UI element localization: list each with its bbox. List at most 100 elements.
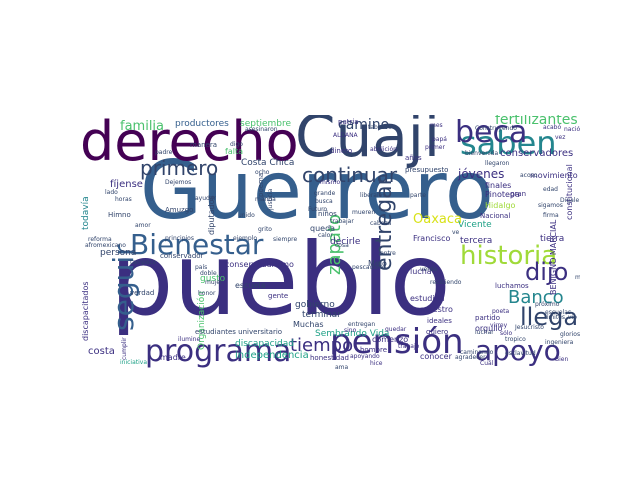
word-cloud: pueblo Guerrero derecho Cuaji saben beca… <box>80 115 580 371</box>
word-cuaji: Cuaji <box>295 115 441 170</box>
word-acoso: acoso <box>520 172 538 179</box>
word-esclavitud: esclavitud <box>505 350 536 357</box>
word-bienvenida: bienvenida <box>465 150 499 157</box>
word-ideales: ideales <box>427 317 452 325</box>
word-vio: vio <box>568 314 577 321</box>
word-manera: manera <box>190 141 218 149</box>
word-quiero: quiero <box>426 328 449 336</box>
word-papa: papá <box>432 136 447 143</box>
word-bien: Bien <box>555 356 569 363</box>
word-falta: falta <box>225 147 243 156</box>
word-beca: beca <box>455 115 528 150</box>
word-fertilizantes: fertilizantes <box>495 115 578 128</box>
word-futuro: Futuro <box>308 206 328 213</box>
word-patria: patria <box>338 118 359 126</box>
word-poeta: poeta <box>492 308 510 315</box>
word-camino: camino <box>338 117 390 133</box>
word-septiembre: septiembre <box>240 119 292 129</box>
word-proximo: próximo <box>535 301 560 308</box>
word-persona: persona <box>100 248 137 258</box>
word-tampoco: tampoco <box>130 259 157 266</box>
word-melo: Melo <box>368 259 387 268</box>
word-luchamos: luchamos <box>495 282 529 290</box>
word-estudiantes-universitario: estudiantes universitario <box>195 328 283 336</box>
word-virrey: virrey <box>490 322 508 329</box>
word-historia: historia <box>460 241 558 271</box>
word-todavia: todavía <box>81 196 91 230</box>
word-luchar: luchar <box>475 329 494 336</box>
word-acabo: acabó <box>543 124 562 131</box>
word-finales: finales <box>485 181 512 190</box>
word-pueblo: pueblo <box>110 221 451 338</box>
word-francisco: Francisco <box>413 234 451 243</box>
word-banco: Banco <box>508 287 564 308</box>
word-pinotepa: Pinotepa <box>485 190 520 199</box>
word-iniciativa: iniciativa <box>120 359 148 366</box>
word-cual: Cuál <box>480 360 494 367</box>
word-jovenes: jóvenes <box>458 167 505 181</box>
word-discapacidad: discapacidad <box>235 339 294 349</box>
word-grito: grito <box>258 226 272 233</box>
word-ingeniera: ingeniera <box>545 339 574 346</box>
word-derecho: derecho <box>80 115 299 173</box>
word-asesinaron: asesinaron <box>245 126 278 133</box>
word-movimiento: movimiento <box>530 171 578 180</box>
word-verde: verde <box>420 266 438 273</box>
word-pais: país <box>195 264 208 271</box>
word-apoyo: apoyo <box>475 334 561 367</box>
word-orgullo: orgullo <box>475 324 503 333</box>
word-entregan: entregan <box>348 321 376 328</box>
word-nacion: nación <box>564 126 580 133</box>
word-independencia: independencia <box>235 350 309 361</box>
word-apoyando: apoyando <box>350 353 380 360</box>
word-dijo: dijo <box>525 258 569 286</box>
word-horas: horas <box>115 196 132 203</box>
word-tierra: tierra <box>540 234 565 244</box>
word-maestro: maestro <box>420 305 453 314</box>
word-ve: ve <box>452 229 460 236</box>
word-justicia: justicia <box>267 188 274 210</box>
word-llegaron: llegaron <box>485 160 510 167</box>
word-queda: queda <box>310 224 336 233</box>
word-gobierno: gobierno <box>295 300 335 310</box>
word-lucha: lucha <box>410 267 432 276</box>
word-liberales: liberales <box>360 192 386 199</box>
word-ama: ama <box>335 364 349 371</box>
word-hice: hice <box>370 360 383 367</box>
word-decirle: decirle <box>330 237 361 247</box>
word-bienestar: Bienestar <box>130 228 264 261</box>
word-estudian: estudian <box>410 294 445 303</box>
word-honor: honor <box>198 290 216 297</box>
word-costa: costa <box>88 346 115 357</box>
word-dejemos: Dejemos <box>165 179 192 186</box>
word-cabeza: cabeza <box>370 220 392 227</box>
word-anos: años <box>405 154 422 162</box>
word-tiempo: tiempo <box>290 335 354 356</box>
word-glorioso: glorioso <box>560 331 580 338</box>
word-vez: vez <box>555 134 566 141</box>
word-conservadurismo: conservadurismo <box>225 260 294 269</box>
word-afromexicano: afromexicano <box>85 242 126 249</box>
word-hidalgo: Hidalgo <box>485 201 516 210</box>
word-edad: edad <box>543 186 558 193</box>
word-abolicion: abolición <box>370 146 397 153</box>
word-unido: unido <box>238 212 255 219</box>
word-tabasco: tabasco <box>368 124 392 131</box>
word-costa-chica: Costa Chica <box>241 158 295 168</box>
word-mismo: mismo <box>320 179 341 186</box>
word-vicente: Vicente <box>458 220 492 230</box>
word-ejemplo: ejemplo <box>233 235 258 242</box>
word-sino: sino <box>344 327 357 334</box>
word-principios: principios <box>165 235 194 242</box>
word-cosa: cosa <box>335 242 349 249</box>
word-productores: productores <box>175 119 229 129</box>
word-mueren: mueren <box>352 209 376 216</box>
word-digo: digo <box>230 141 243 148</box>
word-mujer: mujer <box>205 279 223 286</box>
word-madre: madre <box>160 353 186 362</box>
word-quedar: quedar <box>385 326 407 333</box>
word-ocho: ocho <box>255 169 270 176</box>
word-muchas: Muchas <box>293 320 324 329</box>
word-lado: lado <box>105 189 118 196</box>
